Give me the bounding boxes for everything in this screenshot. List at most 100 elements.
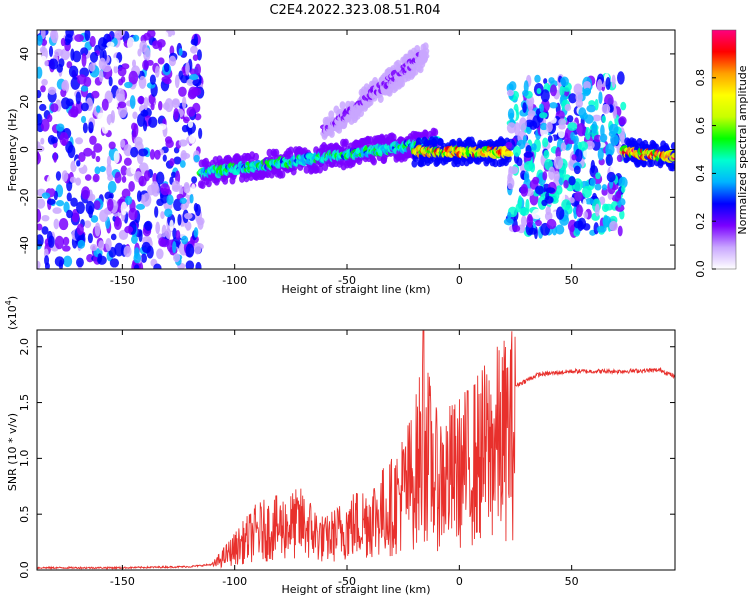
spectrogram-cell (46, 114, 53, 123)
spectrogram-cell (123, 245, 132, 258)
spectrogram-cell (567, 115, 574, 123)
spectrogram-cell (126, 37, 135, 51)
spectrogram-cell (40, 118, 50, 132)
spectrogram-cell (512, 146, 521, 157)
spectrogram-cell (55, 200, 65, 207)
spectrogram-cell (197, 218, 204, 230)
spectrogram-cell (84, 174, 92, 181)
spectrogram-cell (617, 225, 623, 237)
spectrogram-cell (98, 57, 107, 70)
spectrogram-cell (618, 116, 627, 126)
spectrogram-cell (539, 103, 544, 113)
colorbar-gradient (712, 30, 736, 269)
spectrogram-cell (509, 112, 514, 119)
spectrogram-cell (169, 158, 175, 167)
spectrogram-cell (157, 57, 165, 65)
spectrogram-cell (173, 156, 182, 165)
spectrogram-cell (56, 123, 65, 132)
spectrogram-cell (377, 94, 384, 103)
spectrogram-cell (548, 77, 555, 84)
spectrogram-cell (583, 211, 589, 219)
spectrogram-cell (589, 177, 596, 187)
spectrogram-cell (546, 218, 557, 230)
spectrogram-cell (287, 146, 294, 155)
spectrogram-cell (81, 186, 90, 200)
spectrogram-cell (124, 81, 133, 89)
spectrogram-cell (189, 193, 194, 204)
spectrogram-cell (54, 235, 65, 250)
spectrogram-cell (605, 77, 611, 90)
spectrogram-cell (549, 84, 557, 97)
spectrogram-cell (583, 80, 592, 91)
colorbar-tick-label: 0.2 (694, 212, 707, 230)
spectrogram-cell (75, 137, 84, 145)
spectrogram-cell (37, 208, 42, 223)
spectrogram-cell (93, 200, 101, 210)
spectrogram-cell (526, 213, 534, 228)
spectrogram-cell (592, 114, 602, 122)
spectrogram-cell (84, 220, 92, 229)
spectrogram-cell (120, 201, 128, 216)
spectrogram-cell (610, 133, 619, 146)
spectrogram-cell (87, 195, 93, 203)
spectrogram-cell (69, 176, 77, 184)
spectrogram-cell (120, 165, 128, 176)
spectrogram-cell (339, 101, 346, 110)
spectrogram-cell (575, 204, 583, 218)
spectrogram-cell (193, 227, 199, 238)
spectrogram-cell (41, 192, 51, 199)
snr-xtick-label: 50 (565, 575, 579, 588)
spectrogram-cell (190, 45, 198, 54)
spectrogram-cell (173, 107, 179, 121)
spectrogram-cell (120, 139, 126, 148)
colorbar-tick-label: 0.8 (694, 69, 707, 87)
spectrogram-cell (573, 191, 584, 202)
spectrogram-cell (178, 139, 188, 147)
spectrogram-cell (617, 200, 622, 208)
spectrogram-cell (158, 100, 163, 111)
spectrogram-cell (37, 152, 41, 165)
spectrogram-cell (173, 253, 181, 263)
spectrogram-cell (590, 159, 596, 174)
spectrogram-cell (547, 135, 553, 143)
spectrogram-cell (135, 203, 146, 210)
spectrogram-cell (671, 152, 675, 159)
spectrogram-cell (41, 226, 49, 235)
spectrogram-cell (183, 183, 191, 194)
spectrogram-cell (523, 161, 534, 172)
spectrogram-cell (98, 70, 104, 83)
spectrogram-xtick-label: 0 (456, 274, 463, 287)
spectrogram-cell (601, 115, 606, 124)
spectrogram-cell (559, 85, 565, 97)
spectrogram-cell (160, 183, 170, 196)
spectrogram-cell (524, 119, 535, 128)
spectrogram-cell (503, 150, 514, 157)
spectrogram-cell (68, 108, 79, 118)
spectrogram-cell (138, 75, 147, 89)
spectrogram-cell (597, 147, 604, 161)
snr-series-line (37, 330, 675, 570)
spectrogram-cell (189, 68, 196, 76)
spectrogram-cell (555, 146, 561, 159)
spectrogram-cell (568, 93, 577, 104)
spectrogram-cell (171, 99, 181, 109)
spectrogram-cell (178, 86, 187, 97)
spectrogram-cell (166, 194, 174, 206)
spectrogram-cell (86, 253, 94, 263)
spectrogram-cell (133, 123, 139, 137)
spectrogram-cell (605, 143, 615, 157)
spectrogram-cell (133, 264, 140, 269)
spectrogram-cell (185, 243, 195, 258)
spectrogram-cell (584, 126, 591, 141)
spectrogram-cell (52, 207, 62, 214)
spectrogram-ytick-label: 40 (18, 47, 31, 61)
spectrogram-cell (540, 122, 548, 131)
spectrogram-cell (573, 135, 579, 146)
spectrogram-cell (88, 63, 96, 72)
spectrogram-cell (548, 166, 556, 180)
spectrogram-cell (88, 121, 94, 134)
spectrogram-cell (528, 227, 538, 235)
spectrogram-cell (492, 159, 499, 168)
spectrogram-cell (150, 181, 159, 192)
spectrogram-cell (111, 57, 120, 67)
